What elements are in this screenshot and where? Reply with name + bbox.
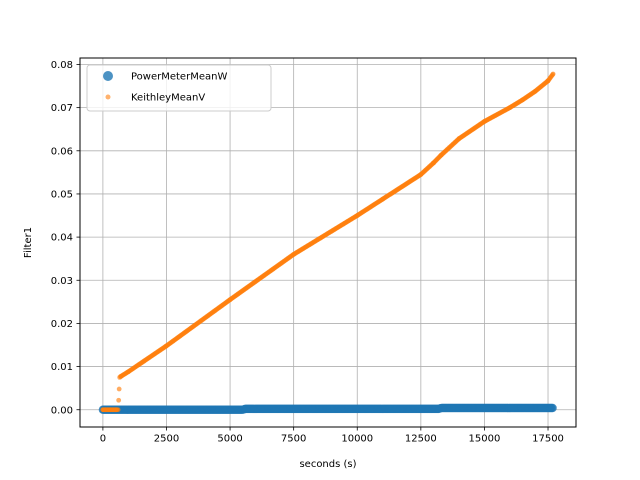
y-tick-label: 0.02 xyxy=(51,319,73,330)
x-tick-label: 2500 xyxy=(154,434,179,445)
series-keithleymeanv xyxy=(100,71,556,413)
y-tick-label: 0.05 xyxy=(51,190,73,201)
data-point-keithleymeanv xyxy=(116,386,122,392)
plot-data xyxy=(98,71,557,414)
x-axis-label: seconds (s) xyxy=(299,459,356,470)
legend-box xyxy=(86,64,272,112)
y-tick-label: 0.01 xyxy=(51,362,73,373)
y-tick-label: 0.06 xyxy=(51,146,73,157)
data-point-powermetermeanw xyxy=(548,403,557,413)
y-tick-label: 0.04 xyxy=(51,233,73,244)
y-axis-label: Filter1 xyxy=(23,227,34,258)
data-point-keithleymeanv xyxy=(114,407,120,413)
legend-marker-powermetermeanw xyxy=(103,71,113,81)
x-tick-label: 17500 xyxy=(532,434,564,445)
legend-marker-keithleymeanv xyxy=(105,94,111,100)
x-tick-label: 0 xyxy=(100,434,106,445)
x-tick-label: 15000 xyxy=(469,434,501,445)
data-point-keithleymeanv xyxy=(550,72,555,78)
y-tick-label: 0.00 xyxy=(51,405,73,416)
x-tick-label: 10000 xyxy=(341,434,373,445)
legend-label-powermetermeanw: PowerMeterMeanW xyxy=(131,72,227,83)
x-tick-label: 7500 xyxy=(281,434,306,445)
ticks: 0 2500 5000 7500 10000 12500 15000 17500 0.00 0.0… xyxy=(51,60,564,444)
y-tick-label: 0.08 xyxy=(51,60,73,71)
y-tick-label: 0.07 xyxy=(51,103,73,114)
legend: PowerMeterMeanW KeithleyMeanV xyxy=(86,64,272,112)
legend-label-keithleymeanv: KeithleyMeanV xyxy=(131,93,205,104)
plot-frame xyxy=(79,57,577,428)
y-tick-label: 0.03 xyxy=(51,276,73,287)
x-tick-label: 5000 xyxy=(217,434,242,445)
x-tick-label: 12500 xyxy=(405,434,437,445)
data-point-keithleymeanv xyxy=(116,397,122,403)
